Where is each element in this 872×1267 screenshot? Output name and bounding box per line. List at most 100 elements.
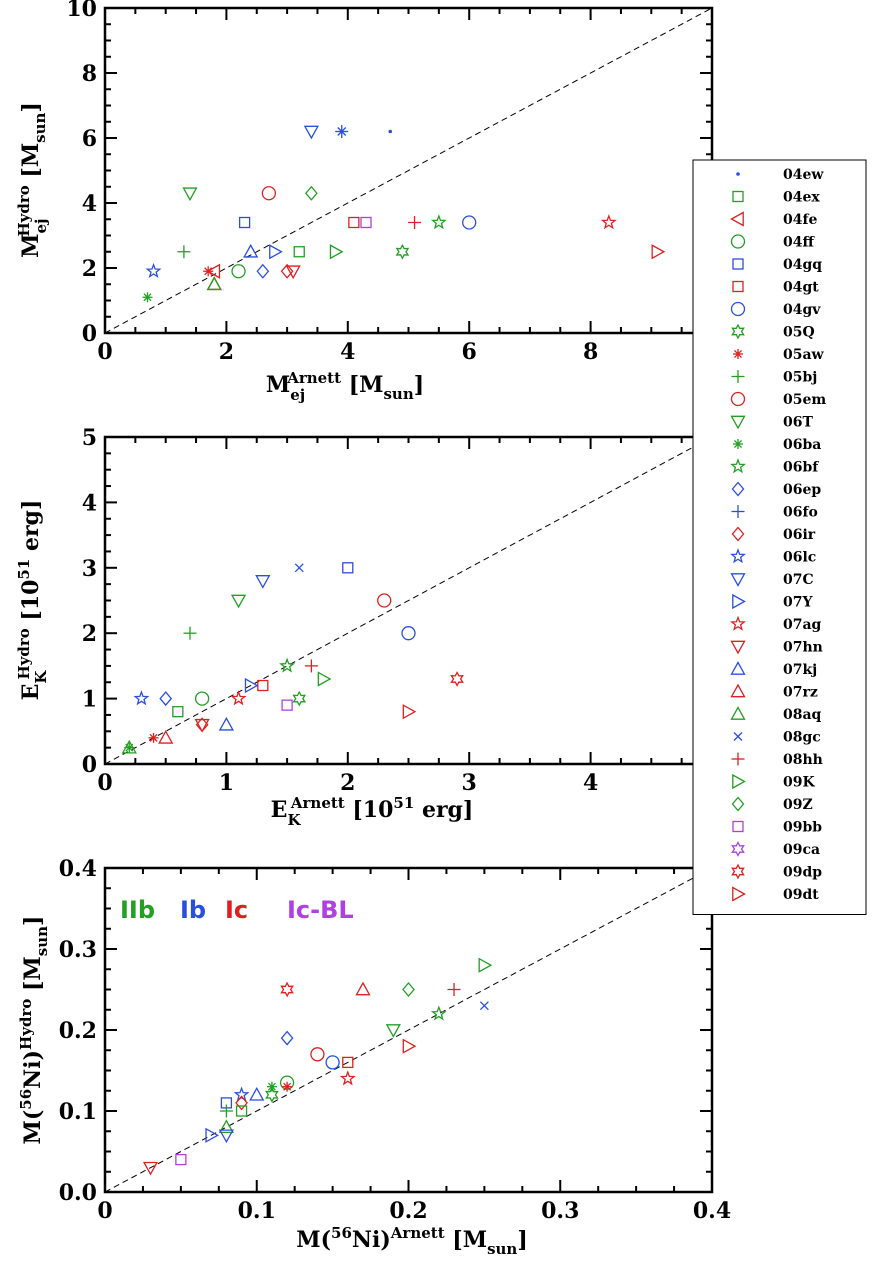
legend-entry-08hh: 08hh — [783, 752, 823, 768]
panel-ni: 0 0.1 0.2 0.3 0.4 0.0 0.1 0.2 0.3 0.4 M(56Ni)Arnet… — [17, 856, 731, 1258]
panel-ek: 0 1 2 3 4 0 1 2 3 4 5 EKArnett [1051 erg] EKHydro [1… — [15, 425, 714, 829]
data-point-05Q — [292, 690, 307, 707]
data-point-07Y — [205, 1127, 220, 1143]
legend-marker-06ba — [733, 439, 743, 449]
data-point-06bf — [279, 657, 296, 673]
data-point-07ag — [600, 214, 617, 230]
data-point-04gt — [348, 216, 360, 229]
y-tick-label: 0.4 — [59, 856, 97, 882]
data-point-06ep — [159, 691, 173, 707]
x-axis-label: MejArnett [Msun] — [266, 369, 424, 404]
data-point-08gc — [337, 127, 347, 136]
legend-marker-09ca — [731, 841, 745, 857]
x-tick-label: 2 — [219, 339, 234, 365]
legend-marker-07rz — [730, 683, 746, 698]
data-point-07rz — [355, 981, 371, 996]
data-point-04ex — [172, 706, 184, 718]
data-point-09dp — [280, 981, 294, 998]
data-point-07Y — [269, 244, 283, 260]
data-point-07rz — [158, 730, 174, 744]
x-tick-label: 6 — [462, 339, 477, 365]
legend-entry-04fe: 04fe — [783, 212, 818, 228]
data-point-09bb — [360, 216, 372, 229]
sn-type-label: IIb — [120, 896, 155, 924]
data-point-05aw — [282, 1081, 293, 1092]
y-tick-label: 10 — [66, 0, 97, 22]
data-point-04ff — [194, 691, 210, 706]
y-tick-label: 1 — [82, 687, 97, 713]
x-tick-label: 0.4 — [693, 1198, 731, 1224]
legend-entry-06ir: 06ir — [783, 527, 816, 543]
data-point-04gv — [401, 626, 416, 641]
legend-marker-09dp — [731, 863, 745, 880]
data-point-09dt — [651, 244, 666, 260]
data-point-08hh — [408, 216, 422, 229]
data-point-04gq — [238, 216, 251, 229]
data-point-04fe — [206, 263, 221, 279]
legend-entry-06fo: 06fo — [783, 505, 818, 521]
data-point-08hh — [447, 983, 461, 996]
data-point-09dp — [450, 671, 464, 687]
y-axis-label: EKHydro [1051 erg] — [15, 500, 50, 701]
data-point-07ag — [230, 690, 247, 706]
y-tick-label: 0.3 — [59, 937, 97, 963]
x-tick-label: 0.2 — [389, 1198, 427, 1224]
legend-entry-04ew: 04ew — [783, 167, 824, 183]
legend-entry-04gv: 04gv — [783, 302, 821, 318]
x-tick-label: 2 — [340, 770, 355, 796]
data-point-06ba — [142, 292, 153, 303]
y-tick-label: 2 — [82, 621, 97, 647]
data-point-05bj — [177, 245, 191, 259]
data-point-06lc — [133, 690, 150, 706]
data-point-06ba — [124, 742, 135, 753]
data-point-06ep — [280, 1030, 294, 1046]
x-tick-label: 3 — [462, 770, 477, 796]
panel-mej: 0 2 4 6 8 0 2 4 6 8 10 MejArnett [Msun] MejHydro [Ms… — [15, 0, 714, 404]
legend-marker-09dt — [732, 886, 746, 902]
x-tick-label: 8 — [583, 339, 598, 365]
data-point-06lc — [145, 262, 162, 279]
legend-entry-09dp: 09dp — [783, 865, 822, 881]
data-point-05bj — [183, 626, 197, 640]
x-tick-label: 0.3 — [541, 1198, 579, 1224]
data-point-09K — [478, 957, 493, 973]
x-axis-label: M(56Ni)Arnett [Msun] — [296, 1224, 528, 1258]
data-point-07kj — [218, 716, 235, 731]
legend-entry-05aw: 05aw — [783, 347, 825, 363]
legend-marker-08aq — [730, 706, 746, 720]
data-point-06ep — [256, 263, 270, 279]
legend-marker-06T — [730, 415, 746, 430]
legend-entry-07kj: 07kj — [783, 662, 817, 678]
data-point-05em — [377, 593, 392, 608]
data-point-06ir — [235, 1095, 248, 1111]
legend-marker-05em — [730, 391, 746, 407]
y-tick-label: 2 — [82, 256, 97, 282]
data-point-04ex — [235, 1105, 248, 1117]
legend-box — [692, 159, 867, 915]
data-point-06bf — [430, 1005, 447, 1021]
legend-entry-07ag: 07ag — [783, 617, 822, 633]
data-point-08hh — [304, 659, 318, 673]
legend-marker-06lc — [730, 548, 746, 564]
data-point-09dt — [402, 704, 417, 720]
legend-marker-04gv — [730, 301, 746, 317]
x-tick-label: 4 — [583, 770, 598, 796]
y-tick-label: 0 — [82, 752, 97, 778]
legend-entry-04gq: 04gq — [783, 257, 822, 273]
legend-marker-04gq — [732, 258, 744, 270]
y-tick-label: 4 — [82, 191, 97, 217]
y-tick-label: 8 — [82, 61, 97, 87]
data-point-05Q — [265, 1086, 279, 1103]
legend-entry-09K: 09K — [783, 775, 815, 791]
data-point-04gt — [257, 679, 269, 692]
legend-marker-07kj — [730, 661, 746, 675]
legend-entry-04gt: 04gt — [783, 280, 819, 296]
data-point-06bf — [430, 214, 447, 230]
data-point-08gc — [479, 1001, 489, 1011]
y-tick-label: 0.2 — [59, 1018, 97, 1044]
legend-entry-04ff: 04ff — [783, 235, 815, 251]
x-tick-label: 1 — [219, 770, 234, 796]
legend-marker-07C — [730, 573, 746, 587]
data-point-09K — [317, 671, 332, 687]
